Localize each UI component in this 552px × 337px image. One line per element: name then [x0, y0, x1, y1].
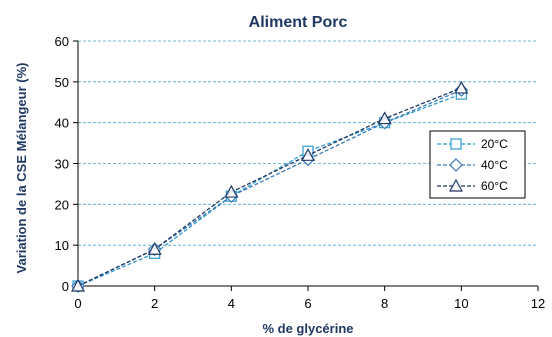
series-0: [72, 88, 467, 292]
y-tick-label: 40: [55, 116, 69, 131]
x-axis-title: % de glycérine: [262, 321, 353, 336]
data-point: [454, 80, 469, 94]
x-ticks: 0 2 4 6 8 10 12: [74, 296, 545, 311]
series-1: [71, 83, 469, 293]
y-tick-label: 0: [62, 279, 69, 294]
series-line: [77, 89, 462, 287]
x-tick-label: 2: [151, 296, 158, 311]
y-tick-label: 50: [55, 75, 69, 90]
x-tick-label: 8: [381, 296, 388, 311]
y-axis-title: Variation de la CSE Mélangeur (%): [14, 63, 29, 274]
chart-title: Aliment Porc: [249, 14, 348, 31]
data-point: [224, 184, 239, 198]
legend-label: 40°C: [481, 158, 508, 172]
x-tick-label: 6: [304, 296, 311, 311]
x-tick-label: 10: [454, 296, 468, 311]
legend-marker: [448, 178, 464, 192]
data-point: [147, 241, 162, 255]
legend-marker: [449, 158, 463, 172]
x-tick-label: 0: [74, 296, 81, 311]
legend-label: 60°C: [481, 179, 508, 193]
x-tick-label: 4: [228, 296, 235, 311]
data-point: [70, 278, 86, 292]
series-group: [70, 80, 469, 293]
legend-marker: [450, 138, 462, 150]
y-tick-label: 30: [55, 157, 69, 172]
series-line: [77, 87, 462, 287]
data-point: [300, 148, 316, 161]
data-point: [377, 111, 392, 125]
legend-label: 20°C: [481, 137, 508, 151]
y-ticks: 0 10 20 30 40 50 60: [55, 34, 69, 294]
series-2: [70, 80, 469, 292]
y-tick-label: 20: [55, 197, 69, 212]
x-tick-label: 12: [531, 296, 545, 311]
legend: 20°C 40°C 60°C: [429, 130, 526, 199]
y-tick-label: 60: [55, 34, 69, 49]
y-tick-label: 10: [55, 238, 69, 253]
